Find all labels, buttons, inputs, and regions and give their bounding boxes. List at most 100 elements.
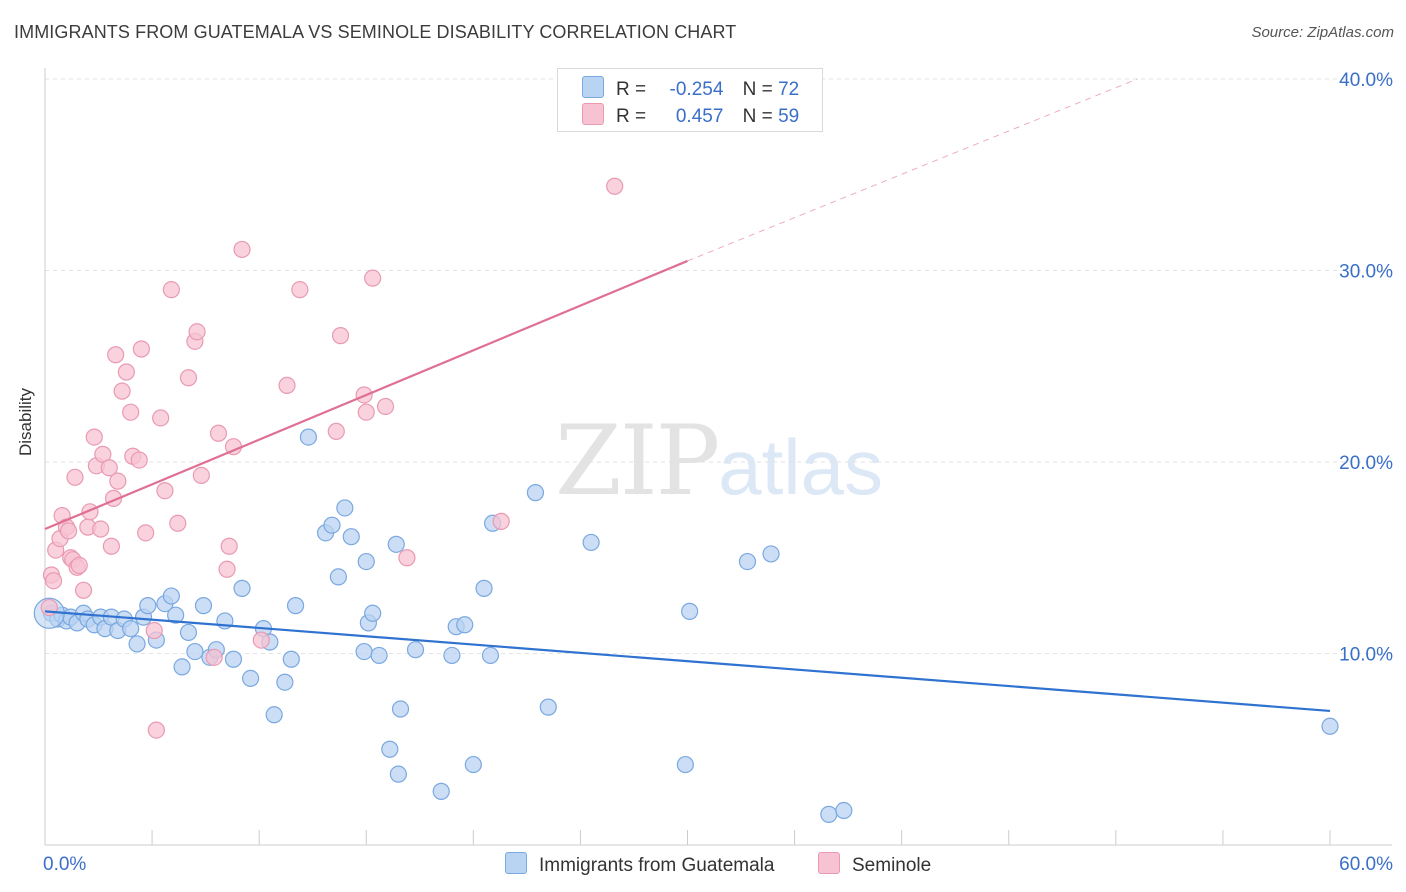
data-point-guatemala xyxy=(128,635,146,653)
data-point-seminole xyxy=(122,403,140,421)
data-point-seminole xyxy=(85,428,103,446)
bottom-legend-guatemala[interactable]: Immigrants from Guatemala xyxy=(505,852,774,877)
legend-n-label: N = xyxy=(742,79,773,100)
data-point-seminole xyxy=(132,340,150,358)
data-point-guatemala xyxy=(167,606,185,624)
data-point-guatemala xyxy=(357,552,375,571)
data-point-seminole xyxy=(130,451,148,469)
data-point-guatemala xyxy=(681,602,699,620)
data-point-guatemala xyxy=(224,650,243,668)
data-point-guatemala xyxy=(299,428,318,446)
data-point-guatemala xyxy=(186,642,204,661)
data-point-guatemala xyxy=(406,641,425,659)
grid-lines xyxy=(45,78,1392,654)
data-point-seminole xyxy=(113,382,131,400)
data-point-guatemala xyxy=(336,499,354,517)
data-point-seminole xyxy=(492,512,510,530)
bottom-legend-label: Seminole xyxy=(852,855,932,876)
data-point-seminole xyxy=(145,621,163,640)
data-point-guatemala xyxy=(820,805,838,823)
trend-line-guatemala xyxy=(44,610,1331,713)
data-point-guatemala xyxy=(464,755,482,774)
data-point-guatemala xyxy=(475,579,493,597)
data-point-seminole xyxy=(92,520,110,538)
data-point-seminole xyxy=(109,472,127,490)
bottom-legend-swatch-pink xyxy=(818,852,840,874)
data-point-seminole xyxy=(209,424,228,442)
bottom-legend-label: Immigrants from Guatemala xyxy=(539,855,775,876)
data-point-seminole xyxy=(188,323,206,341)
legend-swatch-blue xyxy=(582,76,604,98)
chart-source[interactable]: Source: ZipAtlas.com xyxy=(1251,24,1394,41)
data-point-guatemala xyxy=(282,650,300,668)
data-point-guatemala xyxy=(233,579,251,597)
data-point-seminole xyxy=(192,466,210,485)
data-point-seminole xyxy=(59,522,78,540)
trend-line-seminole xyxy=(44,259,688,531)
data-point-seminole xyxy=(364,269,382,287)
data-point-seminole xyxy=(220,537,238,555)
data-point-seminole xyxy=(331,327,350,345)
y-tick-label: 20.0% xyxy=(1339,453,1393,474)
x-tick-label: 60.0% xyxy=(1339,854,1393,875)
data-point-seminole xyxy=(179,369,198,387)
data-point-guatemala xyxy=(370,646,388,665)
legend-n-value: 72 xyxy=(778,79,800,100)
data-point-guatemala xyxy=(265,706,283,724)
data-point-guatemala xyxy=(526,484,545,502)
series-seminole-points xyxy=(40,177,624,739)
data-point-guatemala xyxy=(122,620,140,638)
legend-r-label: R = xyxy=(616,106,647,127)
data-point-seminole xyxy=(357,403,375,421)
data-point-guatemala xyxy=(432,782,450,800)
watermark-zip: ZIP xyxy=(555,405,720,517)
series-guatemala-points xyxy=(33,428,1339,823)
data-point-seminole xyxy=(100,459,118,477)
data-point-guatemala xyxy=(389,765,407,783)
data-point-guatemala xyxy=(835,801,853,820)
data-point-guatemala xyxy=(582,533,600,552)
data-point-guatemala xyxy=(194,597,213,615)
legend-r-value: 0.457 xyxy=(675,106,724,127)
legend-r-value: -0.254 xyxy=(669,79,724,100)
data-point-guatemala xyxy=(443,646,461,665)
data-point-guatemala xyxy=(762,545,780,563)
data-point-seminole xyxy=(278,376,296,394)
data-point-seminole xyxy=(147,721,165,739)
data-point-seminole xyxy=(218,560,236,578)
trend-line-seminole-extension xyxy=(687,78,1138,262)
legend-swatch-pink xyxy=(582,103,604,125)
data-point-seminole xyxy=(252,631,270,649)
data-point-guatemala xyxy=(738,552,757,571)
correlation-legend: R = -0.254 N = 72 R = 0.457 N = 59 xyxy=(557,68,823,132)
data-point-guatemala xyxy=(342,528,360,546)
y-axis-label: Disability xyxy=(16,387,35,456)
data-point-seminole xyxy=(102,537,120,555)
data-point-seminole xyxy=(327,422,345,440)
data-point-seminole xyxy=(376,397,395,416)
legend-row-seminole: R = 0.457 N = 59 xyxy=(582,103,799,128)
data-point-guatemala xyxy=(162,587,180,605)
data-point-seminole xyxy=(117,363,135,381)
data-point-guatemala xyxy=(676,755,694,774)
data-point-seminole xyxy=(606,177,624,195)
x-tick-label: 0.0% xyxy=(43,854,86,875)
data-point-guatemala xyxy=(539,698,557,716)
chart-title: IMMIGRANTS FROM GUATEMALA VS SEMINOLE DI… xyxy=(14,22,737,42)
data-point-guatemala xyxy=(173,658,191,676)
legend-row-guatemala: R = -0.254 N = 72 xyxy=(582,76,799,101)
legend-n-value: 59 xyxy=(778,106,800,127)
data-point-seminole xyxy=(66,468,84,486)
data-point-seminole xyxy=(156,482,174,500)
data-point-guatemala xyxy=(355,642,373,661)
data-point-seminole xyxy=(162,281,180,299)
data-point-seminole xyxy=(137,524,155,542)
data-point-guatemala xyxy=(286,597,305,615)
data-point-seminole xyxy=(70,556,88,575)
data-point-seminole xyxy=(398,549,416,567)
bottom-legend-seminole[interactable]: Seminole xyxy=(818,852,931,877)
data-point-guatemala xyxy=(481,646,500,665)
data-point-guatemala xyxy=(276,673,294,691)
data-point-seminole xyxy=(169,514,187,532)
y-tick-label: 30.0% xyxy=(1339,262,1393,283)
